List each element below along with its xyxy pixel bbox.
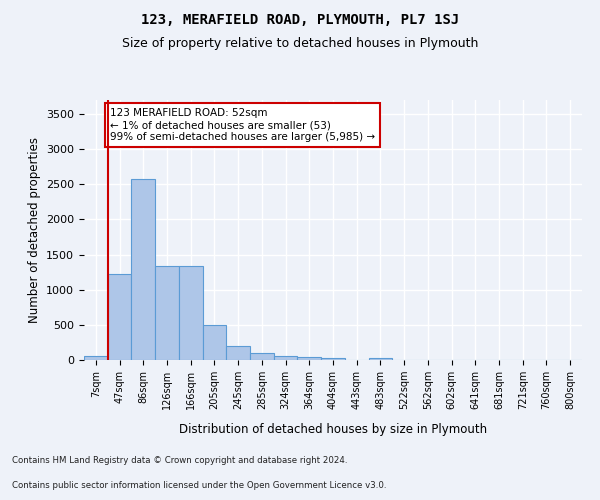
Bar (203, 325, 226, 360)
Text: Size of property relative to detached houses in Plymouth: Size of property relative to detached ho… (122, 38, 478, 51)
Bar (298, 357, 321, 360)
Bar (108, 274, 131, 360)
Bar (131, 180, 155, 360)
Bar (155, 266, 179, 360)
Text: 123 MERAFIELD ROAD: 52sqm
← 1% of detached houses are smaller (53)
99% of semi-d: 123 MERAFIELD ROAD: 52sqm ← 1% of detach… (110, 108, 375, 142)
Bar (321, 358, 345, 360)
Bar (368, 358, 392, 360)
Bar (226, 346, 250, 360)
Text: Distribution of detached houses by size in Plymouth: Distribution of detached houses by size … (179, 422, 487, 436)
Text: Contains public sector information licensed under the Open Government Licence v3: Contains public sector information licen… (12, 481, 386, 490)
Bar (274, 356, 298, 360)
Text: 123, MERAFIELD ROAD, PLYMOUTH, PL7 1SJ: 123, MERAFIELD ROAD, PLYMOUTH, PL7 1SJ (141, 12, 459, 26)
Bar (250, 353, 274, 360)
Bar (179, 266, 203, 360)
Bar (84, 356, 108, 360)
Y-axis label: Number of detached properties: Number of detached properties (28, 137, 41, 323)
Text: Contains HM Land Registry data © Crown copyright and database right 2024.: Contains HM Land Registry data © Crown c… (12, 456, 347, 465)
